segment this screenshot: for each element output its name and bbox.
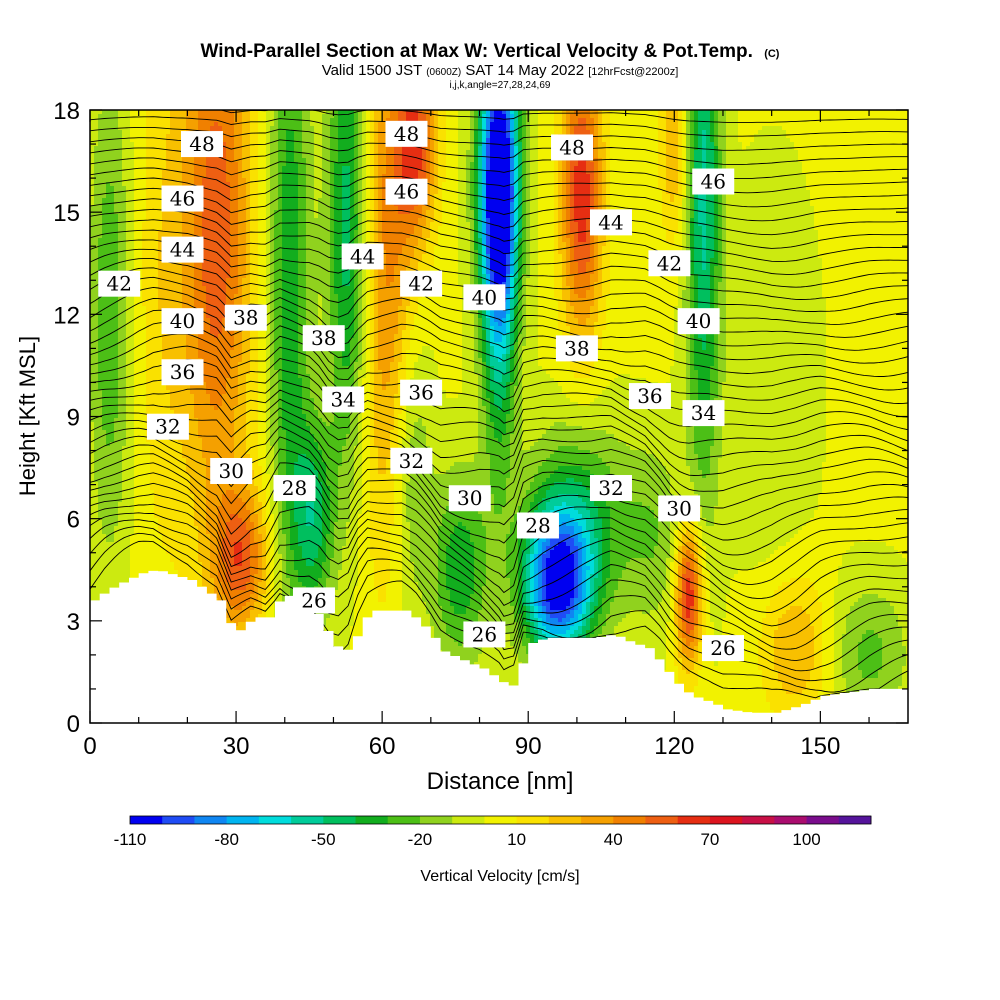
contour-label: 30 <box>210 458 252 484</box>
colorbar-swatch <box>645 816 678 824</box>
subtitle-valid: Valid 1500 JST <box>322 62 422 79</box>
x-tick-label: 150 <box>800 733 840 760</box>
colorbar-swatch <box>420 816 453 824</box>
chart-subtitle-indices: i,j,k,angle=27,28,24,69 <box>450 80 551 91</box>
colorbar-swatch <box>194 816 227 824</box>
contour-label: 34 <box>322 386 364 412</box>
colorbar-swatch <box>549 816 582 824</box>
y-tick-label: 12 <box>53 302 80 329</box>
plot-area: 48 48 48 46 46 46 44 44 44 42 42 42 40 40 40 38 38 38 36 36… <box>90 103 911 726</box>
y-axis-label: Height [Kft MSL] <box>15 336 40 496</box>
contour-label: 28 <box>517 512 559 538</box>
contour-label: 44 <box>342 243 384 269</box>
contour-label: 26 <box>293 587 335 613</box>
colorbar-tick-label: -50 <box>311 830 336 849</box>
contour-label: 48 <box>181 131 223 157</box>
chart-title: Wind-Parallel Section at Max W: Vertical… <box>201 41 753 62</box>
contour-label: 46 <box>692 169 734 195</box>
title-block: Wind-Parallel Section at Max W: Vertical… <box>201 41 780 91</box>
contour-label: 32 <box>590 475 632 501</box>
colorbar-swatch <box>774 816 807 824</box>
subtitle-date: SAT 14 May 2022 <box>465 62 584 79</box>
colorbar-swatch <box>130 816 163 824</box>
y-tick-label: 18 <box>53 98 80 125</box>
contour-label: 26 <box>463 621 505 647</box>
colorbar-swatch <box>452 816 485 824</box>
contour-label: 42 <box>98 271 140 297</box>
svg-text:Wind-Parallel Section at Max W: Wind-Parallel Section at Max W: Vertical… <box>201 41 780 62</box>
x-tick-label: 0 <box>83 733 96 760</box>
contour-label: 30 <box>449 485 491 511</box>
colorbar-swatch <box>323 816 356 824</box>
contour-label: 46 <box>162 186 204 212</box>
colorbar-swatch <box>162 816 195 824</box>
contour-label: 42 <box>400 271 442 297</box>
colorbar-label: Vertical Velocity [cm/s] <box>420 868 579 885</box>
colorbar-swatch <box>678 816 711 824</box>
colorbar-swatch <box>839 816 872 824</box>
contour-label: 36 <box>400 380 442 406</box>
contour-label: 46 <box>385 179 427 205</box>
x-tick-label: 30 <box>223 733 250 760</box>
colorbar-tick-label: -80 <box>214 830 239 849</box>
colorbar-swatch <box>581 816 614 824</box>
colorbar-tick-label: -20 <box>408 830 433 849</box>
contour-label: 40 <box>678 308 720 334</box>
colorbar-swatch <box>227 816 260 824</box>
x-tick-label: 60 <box>369 733 396 760</box>
contour-label: 40 <box>162 308 204 334</box>
contour-label: 26 <box>702 635 744 661</box>
y-tick-label: 9 <box>67 405 80 432</box>
contour-label: 36 <box>629 383 671 409</box>
colorbar: -110 -80 -50 -20 10 40 70 100 <box>114 816 872 849</box>
contour-label: 30 <box>658 495 700 521</box>
subtitle-utc: (0600Z) <box>426 67 461 78</box>
colorbar-swatch <box>356 816 389 824</box>
svg-text:Valid 1500 JST (0600Z): Valid 1500 JST (0600Z) SAT 14 May 2022 [… <box>322 62 679 79</box>
colorbar-swatch <box>484 816 517 824</box>
colorbar-swatch <box>613 816 646 824</box>
contour-label: 32 <box>390 448 432 474</box>
contour-label: 28 <box>274 475 316 501</box>
colorbar-tick-label: 70 <box>700 830 719 849</box>
x-tick-label: 90 <box>515 733 542 760</box>
colorbar-swatch <box>710 816 743 824</box>
contour-label: 48 <box>385 121 427 147</box>
colorbar-tick-label: -110 <box>114 830 147 849</box>
contour-label: 36 <box>162 359 204 385</box>
contour-label: 48 <box>551 134 593 160</box>
colorbar-swatch <box>742 816 775 824</box>
y-tick-label: 15 <box>53 200 80 227</box>
colorbar-swatch <box>807 816 840 824</box>
y-tick-label: 3 <box>67 609 80 636</box>
colorbar-swatch <box>259 816 292 824</box>
colorbar-tick-label: 10 <box>507 830 526 849</box>
contour-label: 42 <box>648 250 690 276</box>
contour-label: 38 <box>556 335 598 361</box>
x-tick-label: 120 <box>654 733 694 760</box>
contour-label: 38 <box>225 305 267 331</box>
contour-label: 40 <box>463 284 505 310</box>
contour-label: 32 <box>147 414 189 440</box>
contour-label: 38 <box>303 325 345 351</box>
contour-label: 44 <box>162 237 204 263</box>
x-axis-label: Distance [nm] <box>427 768 574 795</box>
colorbar-swatch <box>517 816 550 824</box>
contour-label: 34 <box>683 400 725 426</box>
colorbar-tick-label: 40 <box>604 830 623 849</box>
colorbar-tick-label: 100 <box>792 830 820 849</box>
y-tick-label: 6 <box>67 507 80 534</box>
y-tick-label: 0 <box>67 711 80 738</box>
subtitle-forecast: [12hrFcst@2200z] <box>588 66 678 78</box>
colorbar-swatch <box>388 816 421 824</box>
colorbar-swatch <box>291 816 324 824</box>
copyright-mark: (C) <box>764 48 780 60</box>
contour-label: 44 <box>590 209 632 235</box>
